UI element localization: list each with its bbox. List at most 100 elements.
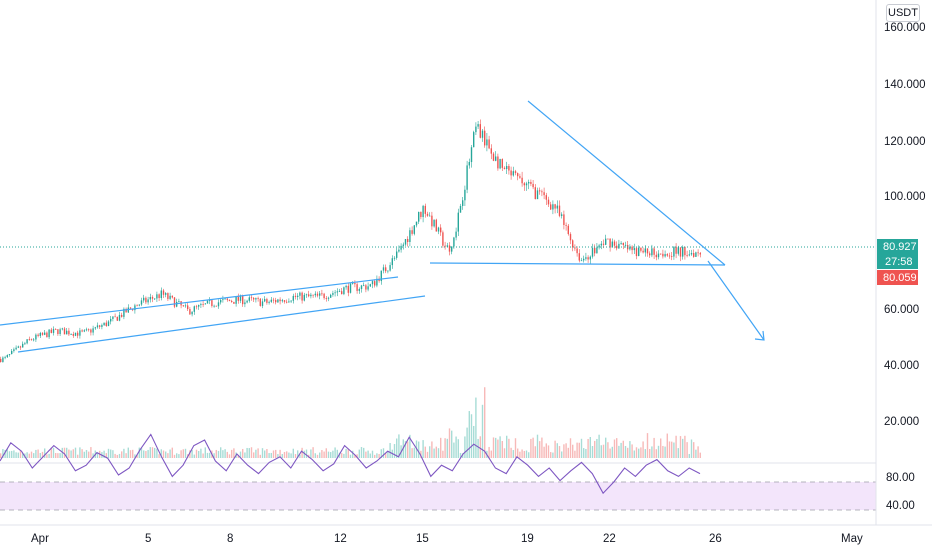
candle-body	[547, 199, 550, 205]
volume-bar	[363, 447, 365, 458]
candle-body	[442, 232, 444, 246]
candle-body	[248, 297, 250, 301]
channel-lower-line[interactable]	[17, 295, 426, 353]
volume-bar	[574, 450, 576, 458]
volume-bar	[679, 436, 682, 458]
candle-body	[638, 247, 640, 257]
candle-body	[385, 267, 387, 272]
candle-body	[523, 183, 525, 186]
candle-body	[110, 318, 112, 322]
candle-body	[59, 329, 61, 334]
candle-body	[94, 327, 96, 329]
candle-body	[246, 300, 248, 303]
candle-body	[580, 260, 583, 262]
volume-bar	[389, 443, 391, 458]
volume-bar	[266, 448, 268, 458]
volume-bar	[189, 450, 191, 458]
candle-body	[679, 247, 682, 257]
volume-bar	[180, 450, 182, 458]
candle-body	[250, 297, 253, 299]
volume-bar	[123, 448, 125, 458]
volume-bar	[332, 450, 334, 458]
candle-body	[611, 241, 613, 248]
volume-bar	[46, 454, 48, 458]
candle-body	[429, 215, 431, 217]
candle-body	[233, 301, 235, 304]
candle-body	[541, 191, 543, 193]
candle-body	[607, 238, 609, 240]
volume-bar	[532, 437, 534, 458]
candle-body	[286, 301, 288, 303]
volume-bar	[19, 450, 22, 458]
volume-bar	[143, 450, 145, 458]
channel-upper-line[interactable]	[0, 276, 399, 326]
volume-bar	[545, 443, 547, 458]
volume-bar	[475, 397, 477, 458]
volume-bar	[341, 453, 343, 458]
candlesticks[interactable]	[0, 119, 701, 363]
candle-body	[561, 214, 563, 216]
volume-bar	[409, 434, 411, 458]
currency-button[interactable]: USDT	[886, 4, 920, 22]
drawings[interactable]	[0, 100, 765, 353]
candle-body	[358, 288, 360, 291]
volume-bar	[479, 436, 481, 458]
volume-bar	[193, 454, 195, 458]
candle-body	[325, 298, 327, 299]
candle-body	[191, 311, 193, 315]
candle-body	[213, 305, 215, 307]
date-tick-12: 12	[334, 533, 347, 545]
candle-body	[202, 304, 204, 305]
volume-bar	[209, 452, 211, 458]
volume-bar	[220, 447, 222, 458]
candle-body	[279, 299, 281, 302]
candle-body	[224, 298, 226, 300]
volume-bar	[673, 442, 675, 458]
candle-body	[266, 299, 268, 303]
volume-bar	[213, 453, 215, 458]
candle-body	[600, 243, 602, 246]
candle-body	[165, 293, 167, 295]
candle-body	[349, 283, 352, 293]
volume-bar	[668, 441, 671, 458]
candle-body	[107, 321, 110, 326]
candle-body	[420, 211, 422, 218]
candle-body	[211, 300, 213, 306]
candle-body	[134, 305, 136, 311]
volume-bar	[371, 450, 374, 458]
candle-body	[105, 322, 107, 326]
candle-body	[492, 153, 495, 161]
volume-bar	[8, 451, 11, 458]
volume-bar	[657, 445, 660, 458]
candle-body	[646, 248, 649, 254]
candle-body	[365, 285, 367, 290]
candle-body	[118, 314, 121, 321]
candle-body	[136, 305, 138, 307]
volume-bar	[70, 450, 72, 458]
volume-bar	[686, 442, 688, 458]
candle-body	[90, 329, 92, 333]
projection-arrow-line[interactable]	[707, 260, 765, 341]
volume-bar	[653, 437, 655, 458]
candle-body	[154, 298, 156, 300]
volume-bar	[30, 451, 33, 458]
candle-body	[261, 301, 264, 306]
volume-bar	[191, 449, 193, 458]
volume-bar	[217, 450, 220, 458]
volume-bar	[147, 449, 149, 458]
volume-bar	[440, 437, 442, 458]
candle-body	[195, 306, 198, 308]
candle-body	[70, 333, 72, 335]
volume-bar	[525, 450, 528, 458]
volume-bar	[598, 434, 600, 458]
candle-body	[316, 293, 319, 296]
triangle-resistance-line[interactable]	[527, 100, 726, 266]
candle-body	[50, 329, 52, 333]
candle-body	[536, 190, 539, 200]
candle-body	[497, 156, 499, 169]
candle-body	[288, 301, 290, 303]
candle-body	[629, 246, 631, 250]
candle-body	[96, 325, 99, 328]
triangle-support-line[interactable]	[429, 262, 726, 266]
